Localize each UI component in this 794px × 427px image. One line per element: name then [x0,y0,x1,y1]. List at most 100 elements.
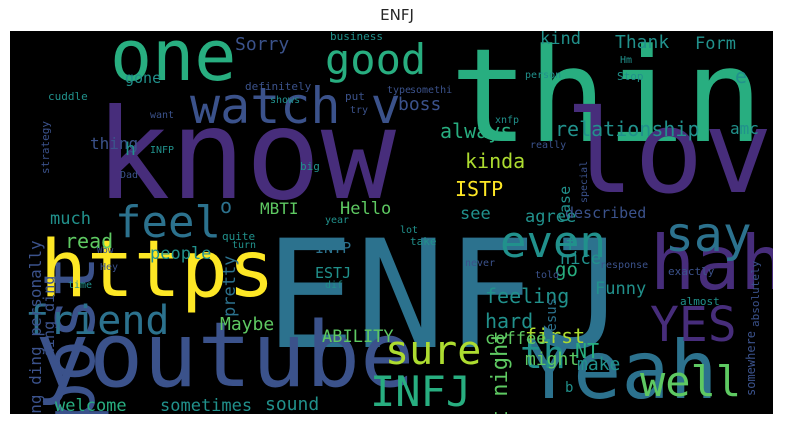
cloud-word: h [125,139,136,160]
cloud-word: Hm [620,55,633,66]
cloud-word: person [525,70,562,81]
cloud-word: say [665,207,752,263]
cloud-word: type [387,85,412,96]
cloud-word: good [325,35,427,84]
cloud-word: shows [270,95,301,106]
cloud-word: know [95,83,397,228]
cloud-word: Thank [615,32,670,53]
cloud-word: INTP [315,239,352,257]
cloud-word: welcome [55,396,127,415]
cloud-word: big [300,160,320,173]
cloud-word: quite [222,230,256,243]
cloud-word: f [565,234,576,255]
cloud-word: feeling [485,284,570,308]
cloud-word: Form [695,34,736,54]
cloud-word: one [110,31,237,97]
cloud-word: told [535,270,560,281]
cloud-word: ABILITY [322,327,394,347]
cloud-word: take [410,235,437,248]
cloud-word: Jesus [544,297,560,340]
cloud-word: turn [232,240,257,251]
cloud-word: YES [650,297,737,353]
cloud-word: feel [115,197,221,248]
cloud-word: friend [25,298,170,344]
cloud-word: sometimes [160,396,253,415]
cloud-word: lot [400,225,419,236]
cloud-word: love [565,86,773,220]
word-cloud: knowENFJthinklovepostoneyoutubehttpsYeah… [10,31,773,414]
cloud-word: Maybe [220,314,275,335]
cloud-word: ISTP [455,177,504,201]
cloud-word: Wow [97,246,114,256]
cloud-word: even [500,217,606,268]
cloud-word: nice [560,249,601,269]
cloud-word: INFP [150,145,175,156]
cloud-word: never [465,258,496,269]
cloud-word: make [577,354,621,375]
cloud-word: well [640,357,742,406]
cloud-word: really [530,140,567,151]
cloud-word: https [40,225,275,315]
cloud-word: ding ding [40,275,58,357]
cloud-word: exactly [668,265,715,278]
cloud-word: ENFJ [265,209,627,383]
cloud-word: Sorry [235,34,290,55]
cloud-word: first [525,324,586,348]
cloud-word: watch v [190,77,401,135]
cloud-word: put [345,90,365,103]
cloud-word: relationship [555,117,700,141]
cloud-word: response [600,260,649,271]
cloud-word: almost [680,295,720,308]
cloud-word: ESTJ [315,264,352,282]
cloud-word: time [68,280,93,291]
cloud-word: year [325,215,350,226]
cloud-word: might [525,349,580,370]
cloud-word: Stop [617,70,644,83]
cloud-word: xnfp [495,115,520,126]
cloud-word: people [150,244,212,264]
cloud-word: absolutely [749,260,762,327]
cloud-word: read [65,229,114,253]
cloud-word: amc [730,119,759,138]
cloud-word: Hey [100,262,119,273]
cloud-word: hard [485,309,534,333]
cloud-word: pretty [220,255,240,318]
cloud-word: always [440,119,513,143]
chart-title: ENFJ [380,6,414,24]
cloud-word: kind [540,31,581,49]
cloud-word: think [450,31,773,172]
cloud-word: coffee [485,329,547,349]
cloud-word: INFJ [370,367,472,414]
cloud-word: agree [525,207,577,227]
cloud-word: kinda [465,149,526,173]
cloud-word: definitely [245,80,312,93]
cloud-word: Funny [595,279,647,299]
cloud-word: Hello [340,199,392,219]
cloud-word: somewhere [744,330,758,396]
cloud-word: thing [90,134,139,153]
cloud-word: cuddle [48,90,88,103]
cloud-word: business [330,31,383,43]
cloud-word: gone [125,69,162,87]
cloud-word: haha [650,219,773,307]
cloud-word: sure [385,328,482,374]
cloud-word: want [150,110,175,121]
cloud-word: NT [575,339,600,363]
cloud-word: special [579,160,590,203]
cloud-word: o [220,194,233,218]
cloud-word: MBTI [260,199,299,218]
cloud-word: much [50,209,91,229]
cloud-word: somethi [410,85,453,96]
cloud-word: sound [265,394,320,414]
cloud-word: Case [556,185,574,222]
cloud-word: boss [398,94,442,115]
cloud-word: go [555,259,578,281]
cloud-word: youtube [35,303,415,408]
cloud-word: try [350,105,369,116]
cloud-word: Dad [120,170,139,181]
cloud-word: strategy [39,120,52,174]
cloud-word: dif [325,280,344,291]
cloud-word: b [565,380,574,396]
cloud-word: see [460,204,491,224]
cloud-word: th [520,333,566,377]
